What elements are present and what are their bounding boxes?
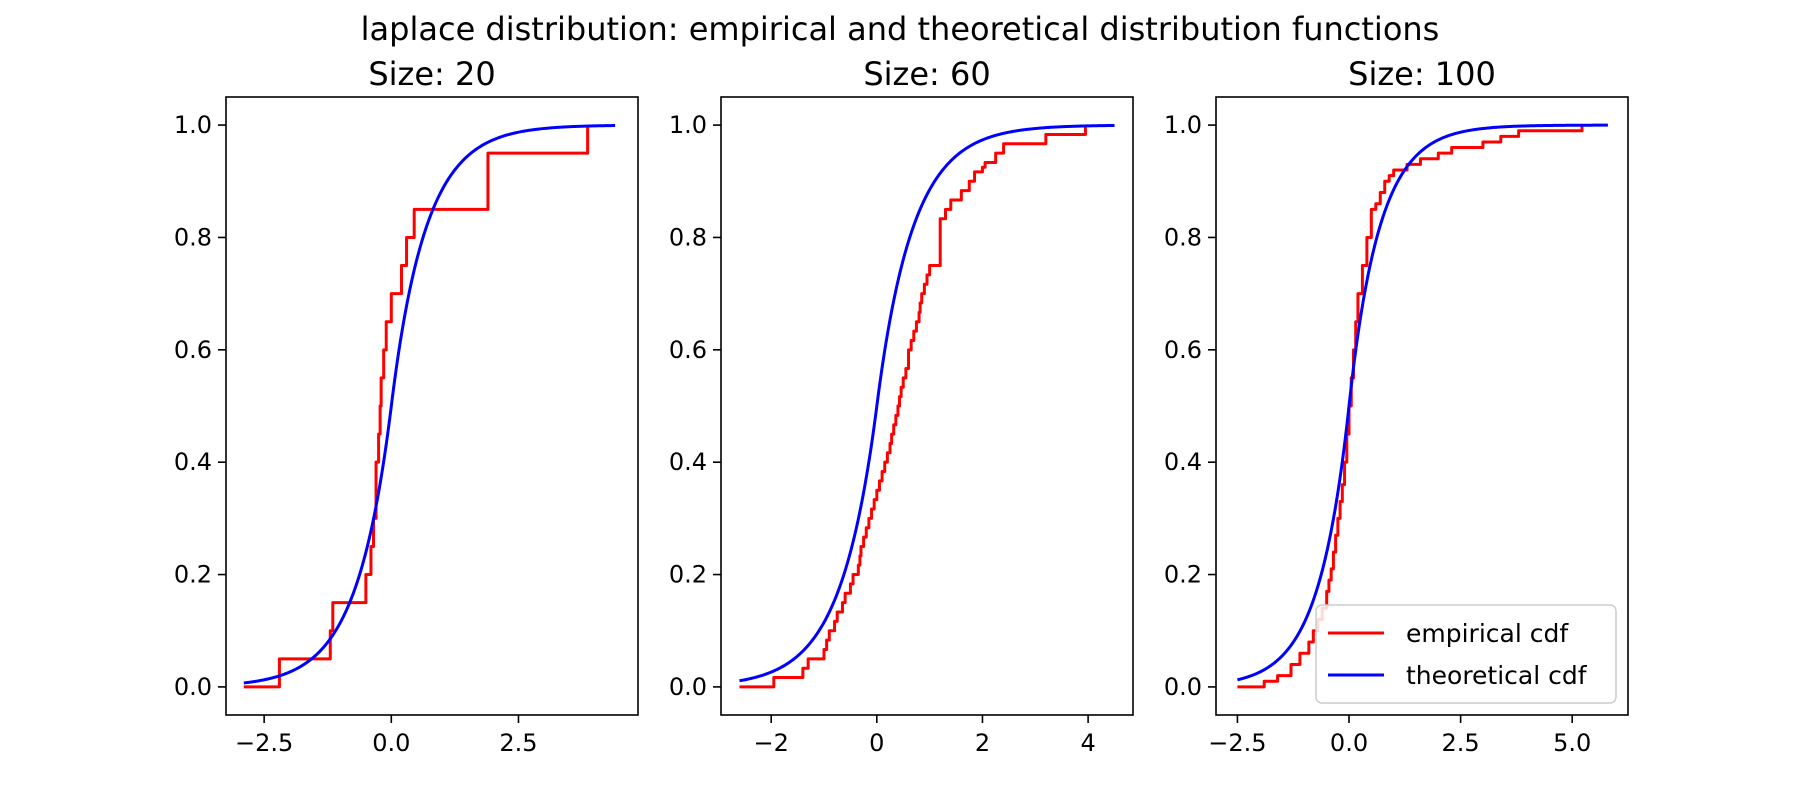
y-tick-label: 0.0: [174, 673, 212, 701]
empirical-cdf-line: [739, 125, 1087, 689]
x-tick-label: 2: [975, 729, 990, 757]
y-tick-label: 0.6: [1164, 336, 1202, 364]
axes-frame: [1215, 96, 1629, 716]
y-tick-label: 0.2: [669, 561, 707, 589]
y-tick-label: 0.4: [174, 448, 212, 476]
panel-title: Size: 20: [368, 55, 495, 93]
y-tick-label: 1.0: [1164, 111, 1202, 139]
panel-title: Size: 100: [1348, 55, 1496, 93]
y-tick-label: 0.2: [1164, 561, 1202, 589]
empirical-cdf-line: [243, 125, 590, 689]
y-tick-label: 0.8: [1164, 223, 1202, 251]
y-tick-label: 0.0: [669, 673, 707, 701]
panel-title: Size: 60: [863, 55, 990, 93]
axes-layer: Size: 20−2.5 0.0 2.50.00.20.40.60.81.0Size…: [174, 55, 1629, 757]
axes-frame: [720, 96, 1134, 716]
y-tick-label: 0.4: [1164, 448, 1202, 476]
theoretical-cdf-line: [1237, 123, 1609, 682]
y-tick-label: 0.2: [174, 561, 212, 589]
chart-panel-1: Size: 20 −2.5 0.0 2.5 0.0 0.2 0.4 0.6 0.8 1.0: [174, 55, 639, 757]
y-tick-label: 0.8: [669, 223, 707, 251]
figure-suptitle: laplace distribution: empirical and theo…: [361, 10, 1440, 48]
y-tick-label: 0.4: [669, 448, 707, 476]
axes-frame: [225, 96, 639, 716]
legend-label: theoretical cdf: [1406, 661, 1588, 690]
y-tick-label: 0.6: [174, 336, 212, 364]
x-tick-label: 2.5: [1442, 729, 1480, 757]
legend-label: empirical cdf: [1406, 619, 1569, 648]
chart-panel-3: Size: 100−2.5 0.0 2.5 5.00.00.20.40.60.81.0: [1164, 55, 1629, 757]
x-tick-label: −2.5: [1208, 729, 1266, 757]
chart-panel-2: Size: 60 −2 0 2 4 0.0 0.2 0.4 0.6 0.8 1.0: [669, 55, 1134, 757]
legend-box: [1315, 604, 1617, 704]
legend: empirical cdf theoretical cdf: [1315, 604, 1617, 704]
theoretical-cdf-line: [243, 124, 616, 685]
x-tick-label: 4: [1080, 729, 1095, 757]
x-tick-label: 0.0: [372, 729, 410, 757]
y-tick-label: 1.0: [174, 111, 212, 139]
x-tick-label: −2: [753, 729, 788, 757]
x-tick-label: 0.0: [1330, 729, 1368, 757]
x-tick-label: 2.5: [499, 729, 537, 757]
theoretical-cdf-line: [739, 123, 1115, 683]
y-tick-label: 0.8: [174, 223, 212, 251]
x-tick-label: 0: [869, 729, 884, 757]
y-tick-label: 0.6: [669, 336, 707, 364]
x-tick-label: −2.5: [235, 729, 293, 757]
y-tick-label: 1.0: [669, 111, 707, 139]
x-tick-label: 5.0: [1553, 729, 1591, 757]
y-tick-label: 0.0: [1164, 673, 1202, 701]
